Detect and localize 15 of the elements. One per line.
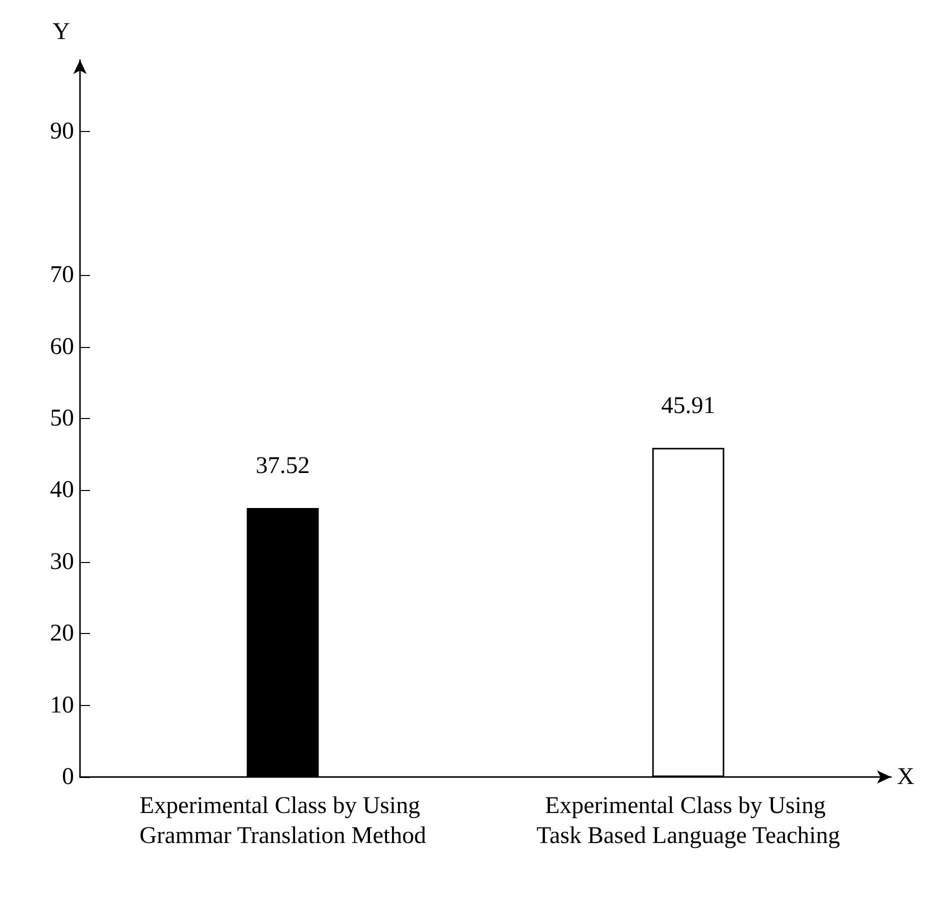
y-tick-label: 20 [50, 620, 74, 647]
y-tick-label: 50 [50, 406, 74, 432]
y-tick-label: 40 [50, 477, 74, 504]
data-label: 37.52 [256, 452, 310, 479]
y-tick-label: 70 [50, 262, 74, 288]
y-axis-title: Y [52, 19, 70, 45]
y-tick-label: 10 [50, 692, 74, 718]
x-axis-title: X [897, 764, 914, 790]
x-tick-label: Experimental Class by Using Task Based Language Teaching [536, 793, 840, 849]
y-tick-label: 90 [50, 118, 74, 145]
y-tick-label: 60 [50, 334, 74, 360]
y-tick-label: 0 [62, 764, 74, 790]
data-label: 45.91 [661, 392, 716, 419]
x-tick-label: Experimental Class by Using Grammar Translation Method [139, 793, 426, 849]
y-tick-label: 30 [50, 548, 74, 575]
